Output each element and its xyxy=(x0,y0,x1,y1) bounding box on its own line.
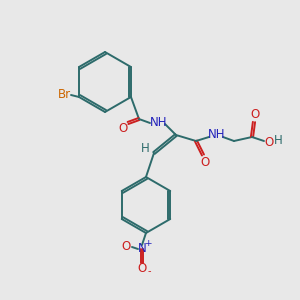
Text: Br: Br xyxy=(58,88,70,101)
Text: -: - xyxy=(147,266,151,276)
Text: O: O xyxy=(118,122,127,134)
Text: +: + xyxy=(144,239,152,248)
Text: O: O xyxy=(200,155,210,169)
Text: N: N xyxy=(138,242,146,256)
Text: H: H xyxy=(274,134,282,146)
Text: NH: NH xyxy=(208,128,226,142)
Text: O: O xyxy=(137,262,147,275)
Text: O: O xyxy=(122,241,130,254)
Text: O: O xyxy=(264,136,274,148)
Text: H: H xyxy=(141,142,149,155)
Text: NH: NH xyxy=(150,116,168,128)
Text: O: O xyxy=(250,109,260,122)
